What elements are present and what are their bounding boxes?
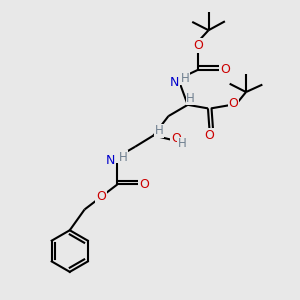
Text: N: N (106, 154, 116, 166)
Text: O: O (171, 132, 181, 145)
Text: N: N (170, 76, 179, 89)
Text: H: H (154, 124, 163, 137)
Text: O: O (205, 129, 214, 142)
Text: O: O (96, 190, 106, 203)
Text: H: H (177, 137, 186, 150)
Text: O: O (139, 178, 149, 191)
Text: O: O (193, 39, 203, 52)
Text: H: H (119, 151, 128, 164)
Text: H: H (186, 92, 195, 105)
Text: O: O (220, 63, 230, 76)
Text: H: H (180, 72, 189, 85)
Text: O: O (228, 98, 238, 110)
